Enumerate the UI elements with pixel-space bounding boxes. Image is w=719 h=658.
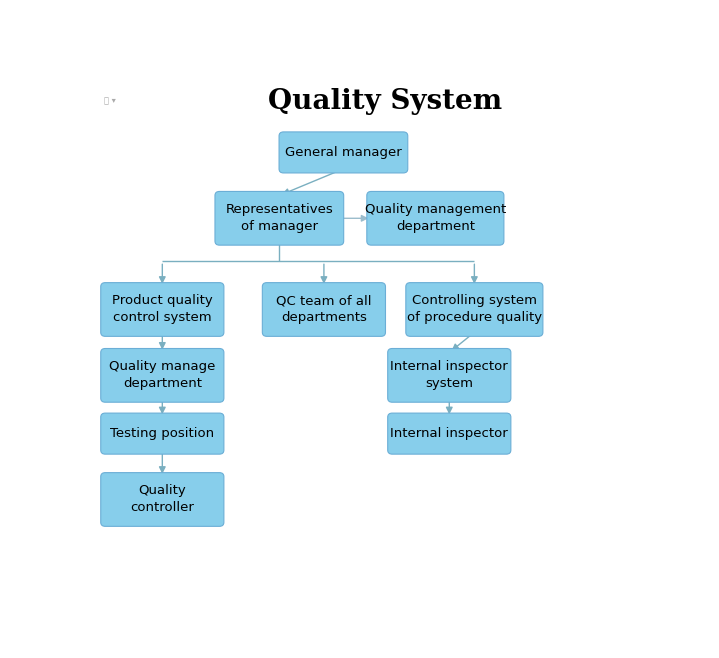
Text: Quality
controller: Quality controller [130,484,194,515]
FancyBboxPatch shape [279,132,408,173]
FancyBboxPatch shape [101,413,224,454]
Text: Product quality
control system: Product quality control system [112,295,213,324]
FancyBboxPatch shape [101,472,224,526]
Text: Internal inspector: Internal inspector [390,427,508,440]
FancyBboxPatch shape [215,191,344,245]
Text: Controlling system
of procedure quality: Controlling system of procedure quality [407,295,542,324]
Text: General manager: General manager [285,146,402,159]
FancyBboxPatch shape [262,283,385,336]
Text: Internal inspector
system: Internal inspector system [390,361,508,390]
Text: Testing position: Testing position [110,427,214,440]
Text: 🗎 ▾: 🗎 ▾ [104,96,116,105]
FancyBboxPatch shape [101,283,224,336]
Text: Quality manage
department: Quality manage department [109,361,216,390]
Text: Quality System: Quality System [268,88,503,115]
Text: Quality management
department: Quality management department [365,203,506,234]
FancyBboxPatch shape [388,349,511,402]
FancyBboxPatch shape [388,413,511,454]
FancyBboxPatch shape [367,191,504,245]
Text: Representatives
of manager: Representatives of manager [226,203,333,234]
FancyBboxPatch shape [101,349,224,402]
FancyBboxPatch shape [406,283,543,336]
Text: QC team of all
departments: QC team of all departments [276,295,372,324]
